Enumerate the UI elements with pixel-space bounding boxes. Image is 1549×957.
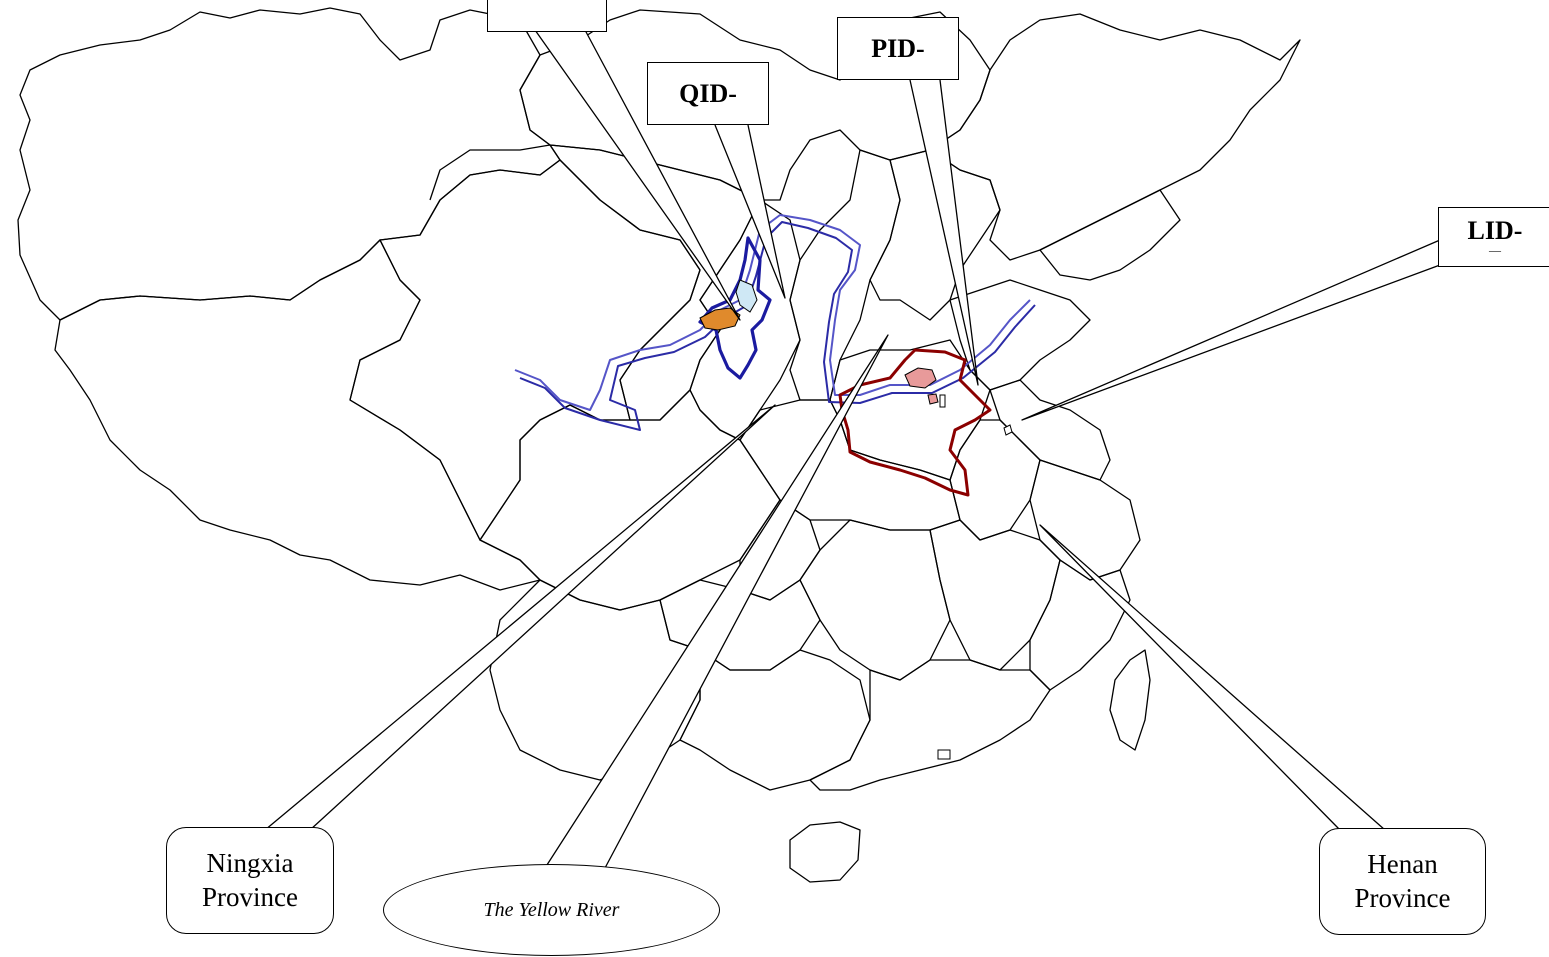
- ningxia-callout-box: Ningxia Province: [166, 827, 334, 934]
- henan-label-line1: Henan: [1367, 848, 1438, 879]
- pointer-qid: [714, 124, 786, 299]
- yellow-river-line-b: [519, 221, 1036, 431]
- jiangxi-outline: [929, 519, 1061, 671]
- qid-callout-box: QID-: [647, 62, 769, 125]
- small-rect-marker: [939, 394, 946, 408]
- pointer-ningxia: [264, 404, 776, 831]
- hunan-outline: [799, 519, 951, 681]
- pointer-henan: [1039, 524, 1386, 831]
- taiwan-island: [1109, 649, 1151, 751]
- ningxia-highlight: [698, 236, 772, 380]
- yellow-river-callout: The Yellow River: [383, 864, 720, 956]
- northwest-inner-border: [429, 144, 551, 201]
- yellow-river-label: The Yellow River: [483, 898, 620, 921]
- pointer-yellow-river: [544, 334, 889, 869]
- orange-patch-qid: [699, 307, 741, 331]
- ningxia-label-line2: Province: [202, 881, 298, 912]
- lid-sub-label: ––: [1489, 243, 1501, 257]
- zhejiang-outline: [1029, 459, 1141, 581]
- henan-callout-box: Henan Province: [1319, 828, 1486, 935]
- callout-pointers: [264, 29, 1441, 869]
- lid-callout-box: LID- ––: [1438, 207, 1549, 267]
- top-left-callout-box: [487, 0, 607, 32]
- ningxia-label-line1: Ningxia: [206, 847, 294, 878]
- yellow-river-line-a: [514, 214, 1031, 411]
- western-region-outline: [17, 7, 561, 321]
- qinghai-outline: [349, 159, 701, 541]
- pointer-pid: [909, 79, 979, 386]
- lightblue-patch: [735, 279, 758, 313]
- pointer-lid: [1021, 239, 1441, 421]
- fujian-outline: [1029, 559, 1131, 691]
- liaoning-outline: [1039, 189, 1181, 281]
- hongkong-marker: [937, 749, 951, 760]
- tibet-outline: [54, 239, 541, 591]
- guangdong-outline: [809, 659, 1051, 791]
- province-boundaries: [17, 7, 1301, 883]
- pink-patch-pid: [904, 367, 937, 389]
- pid-callout-box: PID-: [837, 17, 959, 80]
- henan-highlight: [838, 348, 992, 497]
- pink-patch-small: [927, 393, 939, 405]
- hainan-island: [789, 821, 861, 883]
- qid-label: QID-: [679, 78, 737, 108]
- lid-marker: [1003, 424, 1013, 436]
- yellow-river: [514, 214, 1036, 431]
- pointer-top-left: [534, 29, 741, 321]
- lid-label: LID-: [1467, 216, 1523, 245]
- northeast-outline: [929, 13, 1301, 261]
- anhui-outline: [949, 419, 1041, 541]
- henan-label-line2: Province: [1354, 882, 1451, 913]
- pid-label: PID-: [871, 33, 925, 63]
